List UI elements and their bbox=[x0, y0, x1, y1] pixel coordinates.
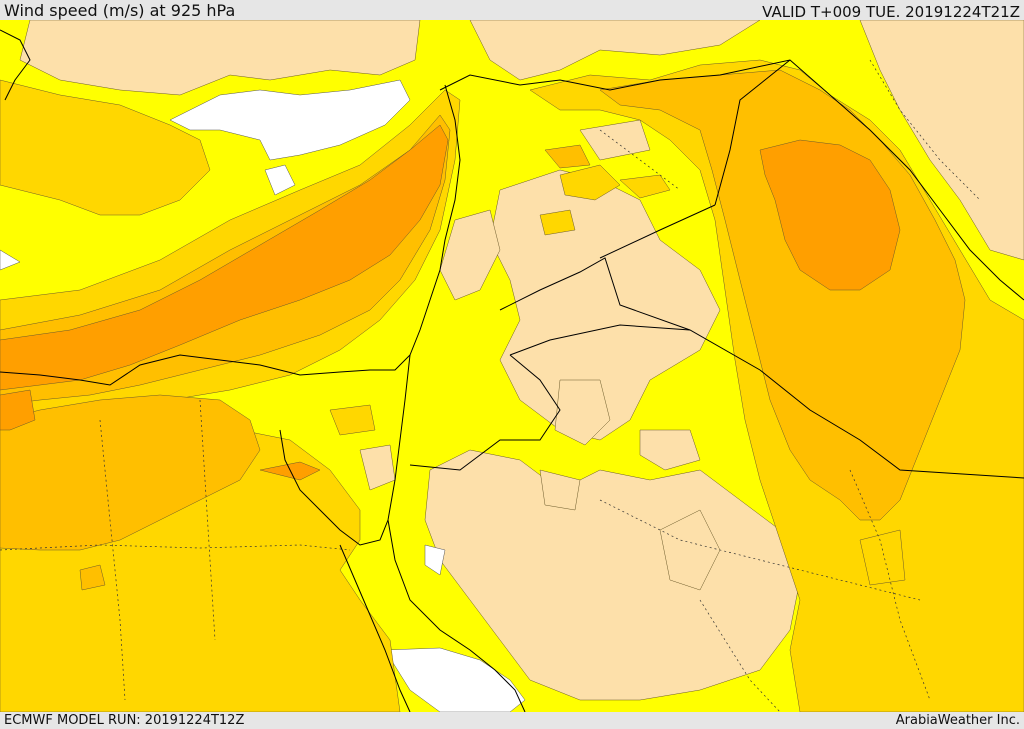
boundaries bbox=[0, 29, 1024, 712]
footer-bar: ECMWF MODEL RUN: 20191224T12Z ArabiaWeat… bbox=[0, 712, 1024, 729]
map-title: Wind speed (m/s) at 925 hPa bbox=[4, 1, 236, 20]
light-wind-areas bbox=[19, 20, 1024, 701]
very-strong-wind-areas bbox=[0, 124, 901, 481]
header-bar: Wind speed (m/s) at 925 hPa VALID T+009 … bbox=[0, 0, 1024, 20]
province-lines bbox=[0, 59, 981, 712]
credit-label: ArabiaWeather Inc. bbox=[895, 713, 1020, 728]
map-canvas bbox=[0, 20, 1024, 712]
wind-speed-map bbox=[0, 20, 1024, 712]
valid-time: VALID T+009 TUE. 20191224T21Z bbox=[762, 3, 1020, 21]
model-run-label: ECMWF MODEL RUN: 20191224T12Z bbox=[4, 713, 245, 728]
calm-areas bbox=[0, 79, 526, 712]
